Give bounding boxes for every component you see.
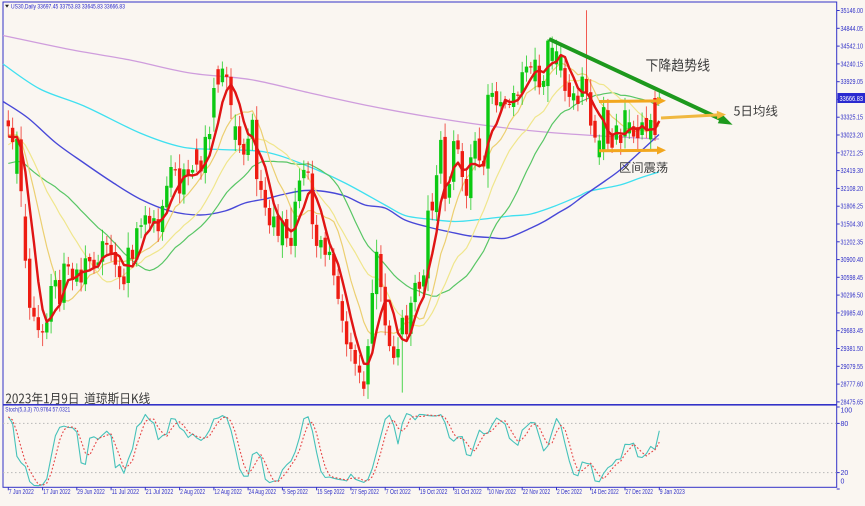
svg-text:30598.45: 30598.45 bbox=[841, 275, 864, 282]
svg-text:34542.10: 34542.10 bbox=[841, 44, 864, 51]
svg-text:US30,Daily 33697.45 33753.83: US30,Daily 33697.45 33753.83 33645.83 33… bbox=[11, 4, 125, 11]
svg-text:14 Dec 2022: 14 Dec 2022 bbox=[591, 489, 619, 496]
svg-text:33666.83: 33666.83 bbox=[840, 96, 864, 103]
svg-text:28777.60: 28777.60 bbox=[841, 382, 864, 389]
svg-text:9 Jan 2023: 9 Jan 2023 bbox=[660, 489, 685, 496]
svg-text:24 Aug 2022: 24 Aug 2022 bbox=[249, 489, 277, 496]
svg-text:2 Dec 2022: 2 Dec 2022 bbox=[557, 489, 582, 496]
svg-text:29683.45: 29683.45 bbox=[841, 328, 864, 335]
svg-text:32721.25: 32721.25 bbox=[841, 150, 864, 157]
svg-text:28475.65: 28475.65 bbox=[841, 399, 864, 406]
svg-text:31 Oct 2022: 31 Oct 2022 bbox=[454, 489, 482, 496]
svg-text:29381.50: 29381.50 bbox=[841, 346, 864, 353]
svg-text:5 Sep 2022: 5 Sep 2022 bbox=[283, 489, 308, 496]
svg-text:19 Oct 2022: 19 Oct 2022 bbox=[420, 489, 448, 496]
svg-text:34240.15: 34240.15 bbox=[841, 61, 864, 68]
svg-text:100: 100 bbox=[841, 408, 853, 415]
svg-text:0: 0 bbox=[841, 479, 845, 486]
svg-text:31504.30: 31504.30 bbox=[841, 222, 864, 229]
svg-text:33325.15: 33325.15 bbox=[841, 115, 864, 122]
svg-text:32108.20: 32108.20 bbox=[841, 186, 864, 193]
svg-text:80: 80 bbox=[841, 421, 849, 428]
svg-text:Stoch(5,3,3) 70.9764 57.0321: Stoch(5,3,3) 70.9764 57.0321 bbox=[5, 407, 70, 414]
svg-text:30900.40: 30900.40 bbox=[841, 257, 864, 264]
svg-text:7 Jun 2022: 7 Jun 2022 bbox=[9, 489, 34, 496]
svg-text:17 Jun 2022: 17 Jun 2022 bbox=[43, 489, 71, 496]
svg-text:27 Sep 2022: 27 Sep 2022 bbox=[351, 489, 379, 496]
svg-text:31806.25: 31806.25 bbox=[841, 204, 864, 211]
svg-text:34844.05: 34844.05 bbox=[841, 26, 864, 33]
svg-text:33929.05: 33929.05 bbox=[841, 79, 864, 86]
svg-text:35146.00: 35146.00 bbox=[841, 8, 864, 15]
svg-text:15 Sep 2022: 15 Sep 2022 bbox=[317, 489, 345, 496]
svg-text:30296.50: 30296.50 bbox=[841, 293, 864, 300]
svg-text:31202.35: 31202.35 bbox=[841, 239, 864, 246]
svg-text:22 Nov 2022: 22 Nov 2022 bbox=[523, 489, 551, 496]
svg-text:20: 20 bbox=[841, 470, 849, 477]
svg-text:12 Aug 2022: 12 Aug 2022 bbox=[214, 489, 242, 496]
svg-text:29079.55: 29079.55 bbox=[841, 364, 864, 371]
svg-text:7 Oct 2022: 7 Oct 2022 bbox=[386, 489, 411, 496]
svg-text:33023.20: 33023.20 bbox=[841, 133, 864, 140]
svg-text:11 Jul 2022: 11 Jul 2022 bbox=[112, 489, 140, 496]
svg-text:32419.30: 32419.30 bbox=[841, 168, 864, 175]
svg-text:29985.40: 29985.40 bbox=[841, 310, 864, 317]
svg-text:2 Aug 2022: 2 Aug 2022 bbox=[180, 489, 205, 496]
svg-text:21 Jul 2022: 21 Jul 2022 bbox=[146, 489, 174, 496]
svg-text:29 Jun 2022: 29 Jun 2022 bbox=[77, 489, 105, 496]
svg-text:27 Dec 2022: 27 Dec 2022 bbox=[626, 489, 654, 496]
svg-text:10 Nov 2022: 10 Nov 2022 bbox=[489, 489, 517, 496]
